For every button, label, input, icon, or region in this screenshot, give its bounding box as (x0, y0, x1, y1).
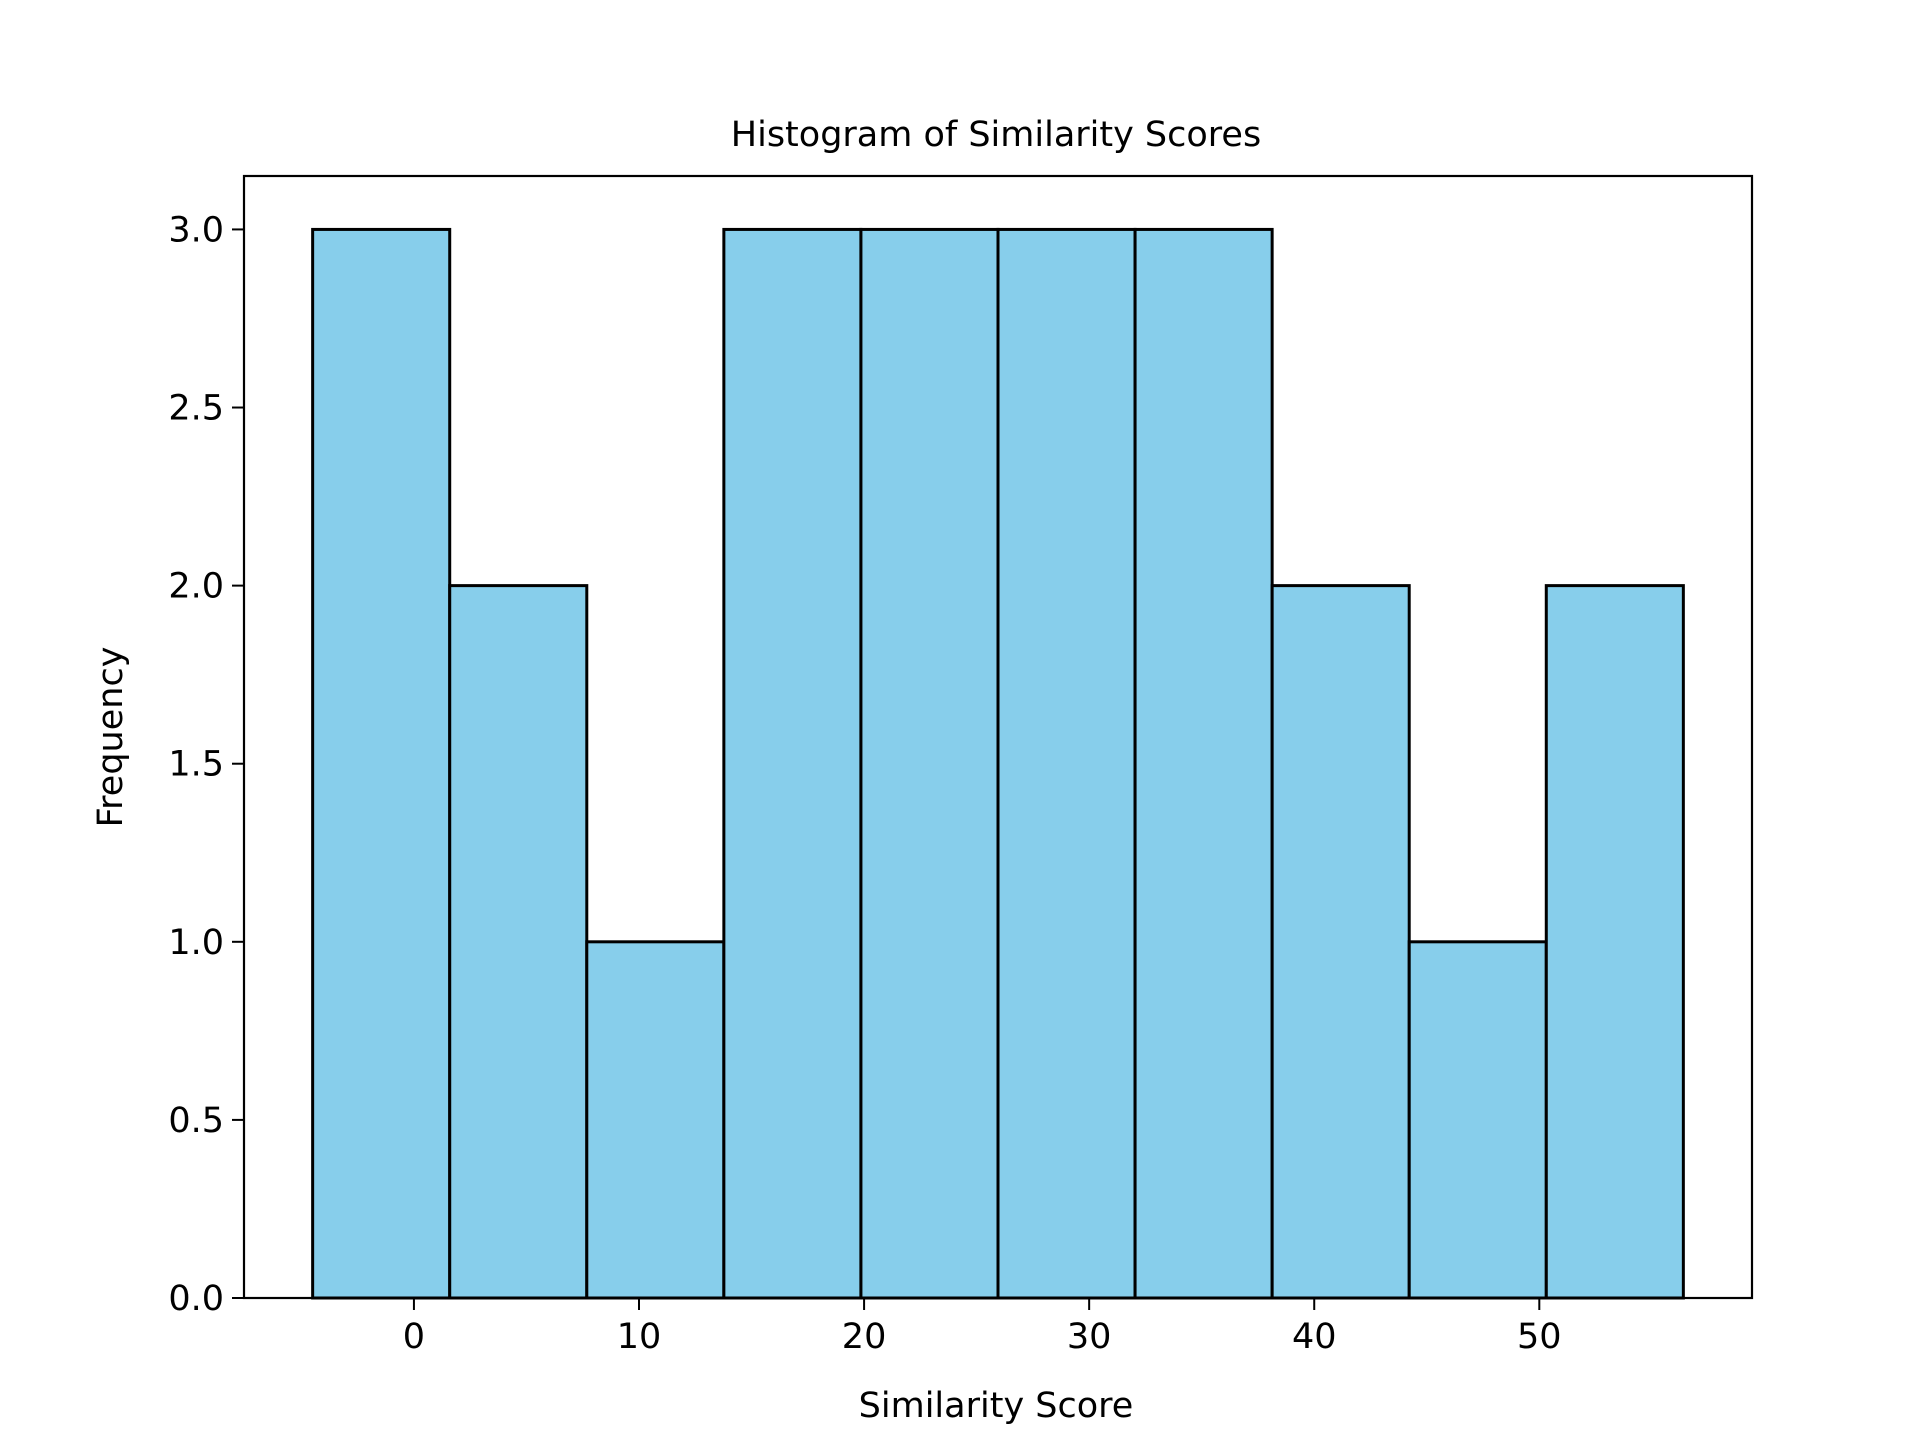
histogram-bar (996, 227, 1137, 1300)
plot-frame (242, 174, 1754, 1300)
chart-title: Histogram of Similarity Scores (731, 115, 1261, 155)
histogram-bar (722, 227, 863, 1300)
y-tick-label: 1.5 (168, 745, 224, 785)
y-tick-label: 0.0 (168, 1279, 224, 1319)
y-axis-ticks: 0.0 0.5 1.0 1.5 2.0 2.5 3.0 (168, 210, 244, 1319)
histogram-bar (1133, 227, 1274, 1300)
histogram-bar (859, 227, 1000, 1300)
histogram-bar (311, 227, 452, 1300)
bars-layer (311, 227, 1685, 1300)
y-tick-label: 2.5 (168, 389, 224, 429)
histogram-bar (1544, 584, 1685, 1300)
x-tick-label: 30 (1067, 1317, 1112, 1357)
histogram-bar (1270, 584, 1411, 1300)
histogram-bar (1407, 940, 1548, 1300)
x-tick-label: 0 (403, 1317, 425, 1357)
y-tick-label: 0.5 (168, 1101, 224, 1141)
y-tick-label: 1.0 (168, 923, 224, 963)
y-axis-label: Frequency (91, 647, 131, 828)
x-axis-label: Similarity Score (859, 1386, 1134, 1426)
x-tick-label: 50 (1517, 1317, 1562, 1357)
histogram-bar (585, 940, 726, 1300)
histogram-bar (448, 584, 589, 1300)
x-tick-label: 40 (1292, 1317, 1337, 1357)
x-tick-label: 10 (617, 1317, 662, 1357)
x-tick-label: 20 (842, 1317, 887, 1357)
y-tick-label: 3.0 (168, 210, 224, 250)
y-tick-label: 2.0 (168, 567, 224, 607)
x-axis-ticks: 0 10 20 30 40 50 (403, 1298, 1562, 1357)
